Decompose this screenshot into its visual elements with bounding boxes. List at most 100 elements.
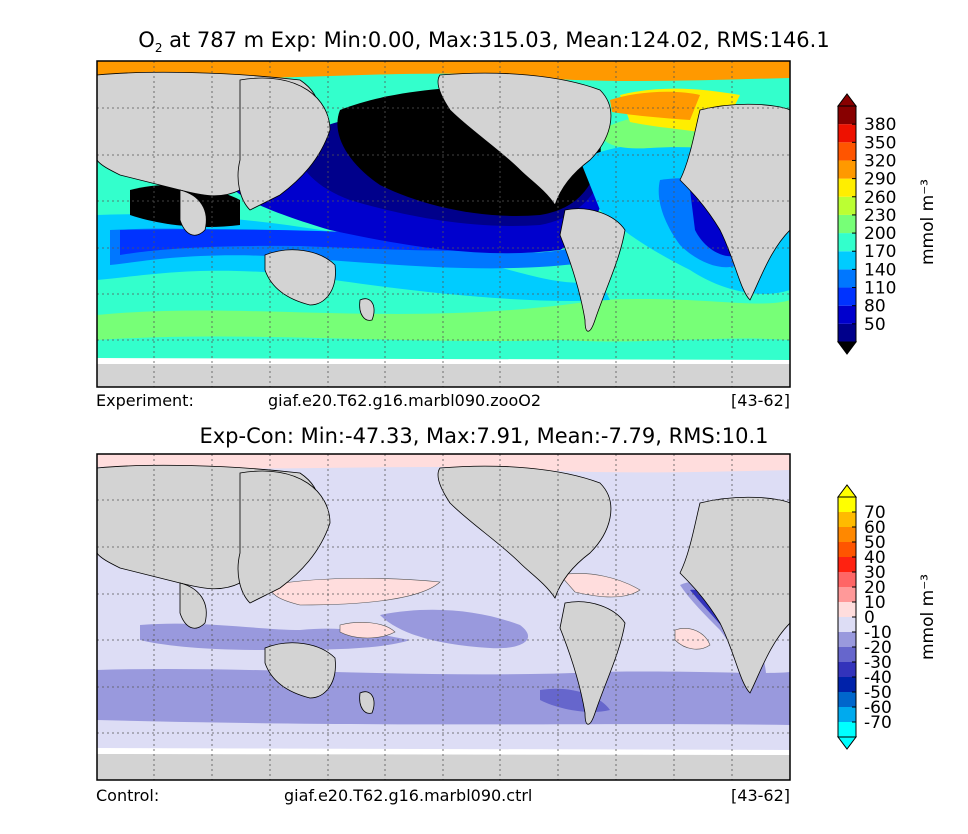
top-africa-europe: [679, 103, 790, 301]
bottom-colorbar-swatch: [838, 542, 856, 557]
bottom-colorbar-units: mmol m⁻³: [918, 574, 938, 660]
top-map-title: O2 at 787 m Exp: Min:0.00, Max:315.03, M…: [0, 28, 968, 55]
top-colorbar-tick-label: 110: [864, 279, 896, 299]
bottom-land: [97, 464, 790, 725]
bottom-colorbar-tick-label: -10: [864, 623, 892, 643]
bottom-colorbar-tick-label: 50: [864, 533, 886, 553]
bottom-map-gridlines: [97, 454, 790, 780]
top-map-gridlines: [97, 61, 790, 387]
bottom-colorbar-swatch: [838, 677, 856, 692]
bottom-north-america: [437, 465, 612, 599]
bottom-map-title: Exp-Con: Min:-47.33, Max:7.91, Mean:-7.7…: [0, 424, 968, 448]
bottom-india: [179, 582, 207, 629]
top-colorbar-tick-label: 230: [864, 206, 896, 226]
top-colorbar-tick-label: 200: [864, 224, 896, 244]
bottom-footer-years: [43-62]: [731, 786, 790, 805]
top-title-stats: at 787 m Exp: Min:0.00, Max:315.03, Mean…: [162, 28, 830, 52]
top-colorbar-tick-label: 80: [864, 297, 886, 317]
bottom-footer-case: giaf.e20.T62.g16.marbl090.ctrl: [284, 786, 533, 805]
bottom-colorbar-swatch: [838, 662, 856, 677]
bottom-colorbar-tick-label: -40: [864, 668, 892, 688]
top-map: [97, 61, 790, 387]
bottom-new-zealand: [359, 691, 375, 714]
bottom-colorbar-extend-min-arrow: [837, 736, 857, 750]
bottom-map: [97, 454, 790, 780]
bottom-colorbar-tick-label: 60: [864, 518, 886, 538]
bottom-colorbar-tick-label: -50: [864, 683, 892, 703]
bottom-atlantic-positive: [674, 628, 711, 650]
bottom-colorbar-tick-label: 10: [864, 593, 886, 613]
bottom-east-asia: [237, 470, 331, 604]
bottom-colorbar-tick-label: 30: [864, 563, 886, 583]
top-colorbar-swatch: [838, 305, 856, 324]
bottom-arctic: [97, 454, 790, 473]
top-north-america: [437, 72, 612, 206]
top-colorbar-swatch: [838, 142, 856, 161]
top-colorbar-swatch: [838, 124, 856, 143]
bottom-africa-europe: [679, 496, 790, 694]
top-colorbar-tick-label: 170: [864, 242, 896, 262]
bottom-colorbar-tick-label: -60: [864, 698, 892, 718]
bottom-colorbar-swatch: [838, 602, 856, 617]
bottom-colorbar-tick-label: 70: [864, 503, 886, 523]
bottom-colorbar-tick-label: -20: [864, 638, 892, 658]
top-colorbar-tick-label: 140: [864, 260, 896, 280]
top-colorbar-swatch: [838, 251, 856, 270]
top-colorbar-tick-label: 320: [864, 151, 896, 171]
top-colorbar-tick-label: 50: [864, 315, 886, 335]
top-india: [179, 189, 207, 236]
bottom-southern-band: [97, 668, 790, 725]
top-colorbar-extend-max-arrow: [837, 93, 857, 107]
top-colorbar-swatch: [838, 214, 856, 234]
top-footer-label: Experiment:: [96, 391, 194, 410]
top-colorbar-swatch: [838, 196, 856, 215]
top-south-america: [559, 208, 626, 332]
bottom-colorbar-tick-label: -70: [864, 713, 892, 733]
top-new-zealand: [359, 298, 375, 321]
bottom-map-frame: [96, 453, 791, 781]
top-colorbar-swatch: [838, 323, 856, 342]
bottom-pacific-positive: [269, 577, 441, 606]
bottom-colorbar-extend-max-arrow: [837, 484, 857, 498]
top-colorbar-swatch: [838, 287, 856, 306]
bottom-colorbar-swatch: [838, 572, 856, 587]
bottom-colorbar-tick-label: 20: [864, 578, 886, 598]
bottom-colorbar-tick-label: 40: [864, 548, 886, 568]
bottom-colorbar-swatch: [838, 722, 856, 737]
bottom-pacific-positive-2: [339, 622, 396, 639]
bottom-colorbar-swatch: [838, 692, 856, 707]
top-land: [97, 71, 790, 332]
bottom-pacific-band: [380, 609, 529, 649]
top-colorbar-units: mmol m⁻³: [918, 179, 938, 265]
top-colorbar-extend-min-arrow: [837, 341, 857, 355]
bottom-colorbar-swatch: [838, 647, 856, 662]
bottom-antarctica: [97, 752, 790, 780]
top-footer-years: [43-62]: [731, 391, 790, 410]
bottom-colorbar-tick-label: 0: [864, 608, 875, 628]
bottom-south-america: [559, 601, 626, 725]
top-australia: [264, 249, 336, 306]
bottom-colorbar-swatch: [838, 497, 856, 512]
bottom-australia: [264, 642, 336, 699]
top-colorbar-swatch: [838, 106, 856, 125]
top-map-frame: [96, 60, 791, 388]
top-title-subscript: 2: [154, 41, 163, 56]
top-colorbar-swatch: [838, 269, 856, 288]
top-colorbar-tick-label: 260: [864, 188, 896, 208]
top-colorbar-frame: [837, 105, 857, 343]
bottom-colorbar-swatch: [838, 557, 856, 572]
top-footer-case: giaf.e20.T62.g16.marbl090.zooO2: [268, 391, 542, 410]
bottom-footer-label: Control:: [96, 786, 160, 805]
bottom-colorbar-swatch: [838, 527, 856, 542]
top-colorbar-tick-label: 290: [864, 170, 896, 190]
top-colorbar-tick-label: 350: [864, 133, 896, 153]
bottom-colorbar-swatch: [838, 617, 856, 632]
bottom-colorbar-swatch: [838, 587, 856, 602]
bottom-colorbar-tick-label: -30: [864, 653, 892, 673]
top-colorbar-swatch: [838, 160, 856, 179]
top-colorbar-swatch: [838, 233, 856, 252]
top-antarctica: [97, 362, 790, 387]
